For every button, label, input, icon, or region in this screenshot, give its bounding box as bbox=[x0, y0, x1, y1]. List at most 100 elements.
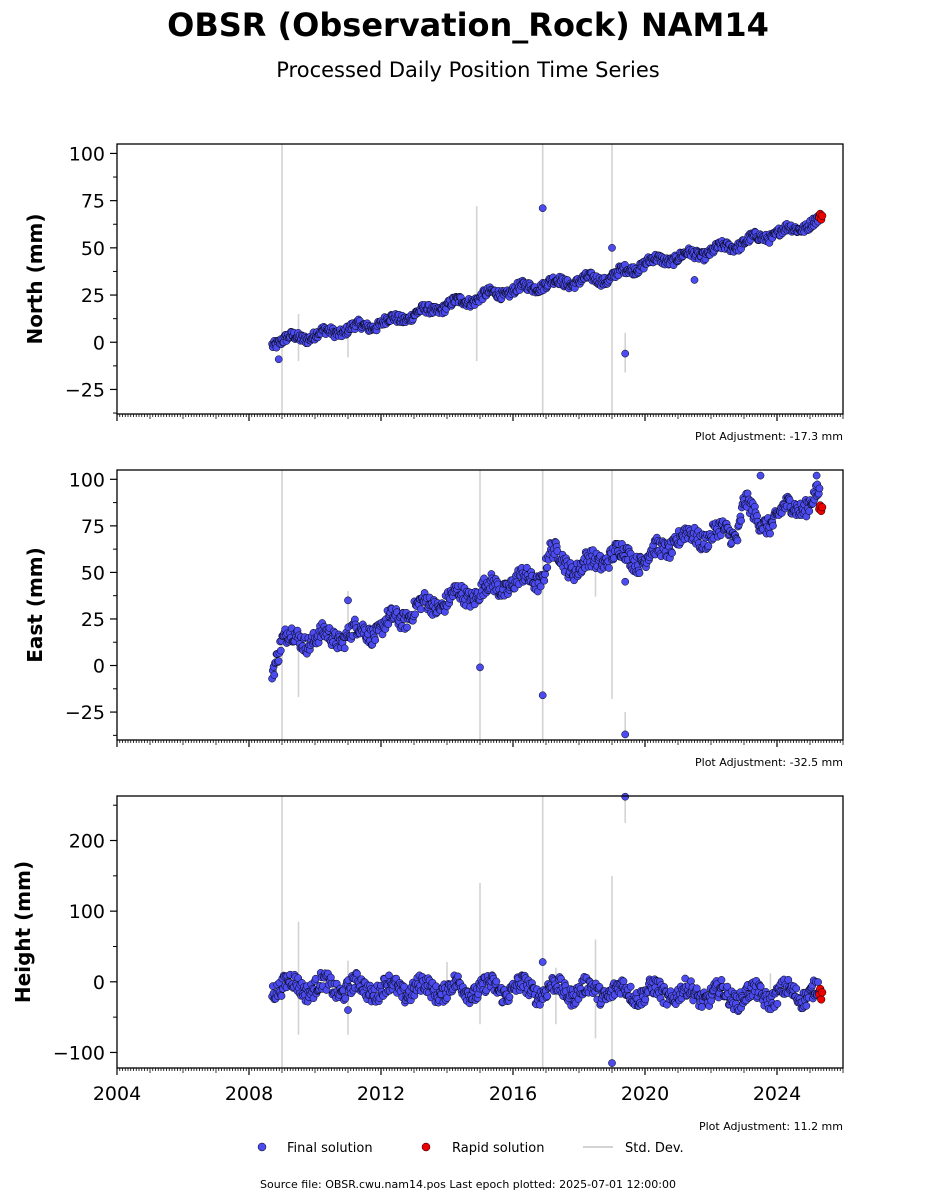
y-tick-label: 100 bbox=[69, 143, 105, 165]
rapid-point bbox=[817, 995, 826, 1004]
x-tick-label: 2008 bbox=[225, 1083, 273, 1105]
y-tick-label: −25 bbox=[65, 379, 105, 401]
final-point bbox=[626, 982, 635, 991]
y-axis-label: Height (mm) bbox=[11, 861, 35, 1003]
final-point bbox=[417, 605, 425, 614]
east-panel: −25 0 25 50 75 100 East (mm) bbox=[23, 469, 844, 747]
final-point bbox=[802, 1001, 811, 1010]
final-outlier bbox=[344, 596, 352, 605]
final-outlier bbox=[476, 663, 484, 672]
final-point bbox=[756, 982, 765, 991]
final-point bbox=[717, 976, 726, 984]
final-outlier bbox=[621, 577, 630, 586]
y-tick-label: 50 bbox=[81, 562, 105, 584]
final-outlier bbox=[690, 276, 699, 284]
height-panel: −100 0 100 200 2004 2008 2012 2016 2020 2024 Heigh… bbox=[11, 792, 844, 1105]
y-tick-label: 0 bbox=[93, 332, 105, 354]
final-point bbox=[270, 671, 279, 679]
final-point bbox=[814, 978, 822, 986]
final-point bbox=[692, 984, 701, 993]
y-tick-label: 0 bbox=[93, 656, 105, 678]
y-axis-label: East (mm) bbox=[23, 547, 47, 663]
y-axis-label: North (mm) bbox=[23, 213, 47, 344]
final-point bbox=[492, 977, 501, 986]
final-point bbox=[605, 564, 613, 572]
final-outlier bbox=[344, 1006, 352, 1014]
final-outlier bbox=[274, 355, 283, 364]
final-point bbox=[635, 569, 644, 577]
y-tick-label: −100 bbox=[53, 1042, 105, 1064]
chart-title: OBSR (Observation_Rock) NAM14 bbox=[167, 6, 769, 44]
final-point bbox=[371, 636, 380, 644]
final-point bbox=[277, 992, 286, 1000]
final-point bbox=[805, 507, 814, 516]
legend-rapid-label: Rapid solution bbox=[452, 1141, 544, 1156]
final-outlier bbox=[812, 471, 821, 480]
final-point bbox=[641, 995, 650, 1004]
y-tick-label: 25 bbox=[81, 285, 105, 307]
y-tick-label: 25 bbox=[81, 609, 105, 631]
chart-subtitle: Processed Daily Position Time Series bbox=[276, 58, 660, 82]
rapid-point bbox=[818, 503, 827, 512]
final-point bbox=[543, 992, 552, 1000]
final-point bbox=[505, 993, 514, 1001]
final-point bbox=[815, 484, 824, 493]
x-tick-label: 2016 bbox=[489, 1083, 537, 1105]
final-outlier bbox=[621, 349, 630, 358]
final-point bbox=[341, 994, 350, 1003]
final-point bbox=[340, 644, 349, 653]
final-outlier bbox=[756, 471, 765, 480]
x-tick-label: 2020 bbox=[621, 1083, 669, 1105]
final-outlier bbox=[621, 730, 630, 739]
final-point bbox=[353, 969, 361, 978]
final-point bbox=[540, 576, 549, 585]
final-point bbox=[619, 977, 628, 986]
final-point bbox=[403, 623, 411, 632]
y-tick-label: 75 bbox=[81, 191, 105, 213]
final-point bbox=[274, 657, 283, 665]
y-tick-label: 50 bbox=[81, 238, 105, 260]
rapid-point bbox=[818, 211, 827, 220]
final-point bbox=[668, 549, 676, 557]
x-tick-label: 2004 bbox=[93, 1083, 141, 1105]
rapid-point bbox=[818, 988, 827, 997]
legend-final-label: Final solution bbox=[287, 1141, 373, 1156]
east-plot-adjustment: Plot Adjustment: -32.5 mm bbox=[695, 756, 843, 769]
final-outlier bbox=[621, 792, 630, 801]
height-plot-adjustment: Plot Adjustment: 11.2 mm bbox=[699, 1120, 843, 1133]
final-point bbox=[769, 521, 777, 530]
north-plot-adjustment: Plot Adjustment: -17.3 mm bbox=[695, 430, 843, 443]
final-outlier bbox=[538, 204, 547, 213]
y-tick-label: 100 bbox=[69, 469, 105, 491]
final-point bbox=[784, 975, 793, 984]
final-outlier bbox=[538, 691, 547, 700]
final-point bbox=[411, 610, 419, 619]
y-tick-label: −25 bbox=[65, 702, 105, 724]
x-tick-label: 2024 bbox=[753, 1083, 801, 1105]
legend-rapid-marker bbox=[421, 1142, 431, 1152]
y-tick-label: 200 bbox=[69, 831, 105, 853]
plot-frame bbox=[116, 143, 844, 415]
final-point bbox=[384, 620, 393, 628]
final-point bbox=[766, 529, 774, 538]
final-outlier bbox=[608, 1059, 616, 1067]
final-point bbox=[276, 646, 285, 655]
y-tick-label: 0 bbox=[93, 972, 105, 994]
legend: Final solution Rapid solution Std. Dev. bbox=[257, 1141, 684, 1156]
final-point bbox=[792, 984, 801, 993]
final-outlier bbox=[538, 958, 547, 966]
final-point bbox=[773, 999, 782, 1008]
final-point bbox=[733, 536, 742, 545]
x-tick-label: 2012 bbox=[357, 1083, 405, 1105]
source-note: Source file: OBSR.cwu.nam14.pos Last epo… bbox=[260, 1178, 676, 1191]
final-point bbox=[704, 542, 713, 550]
final-point bbox=[737, 516, 745, 525]
legend-final-marker bbox=[257, 1142, 267, 1152]
legend-stddev-label: Std. Dev. bbox=[625, 1141, 684, 1156]
final-outlier bbox=[608, 243, 616, 252]
north-panel: −25 0 25 50 75 100 North (mm) bbox=[23, 143, 844, 421]
y-tick-label: 75 bbox=[81, 516, 105, 538]
final-point bbox=[543, 563, 552, 572]
y-tick-label: 100 bbox=[69, 901, 105, 923]
